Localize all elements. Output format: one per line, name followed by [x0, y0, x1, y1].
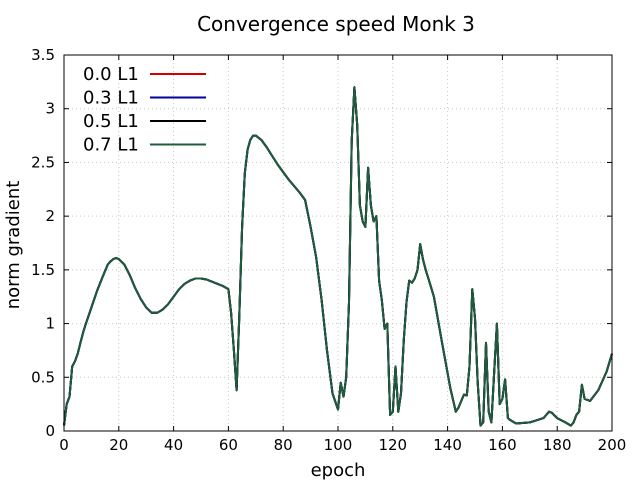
x-tick-label: 60	[219, 436, 238, 454]
legend-label: 0.5 L1	[83, 111, 139, 132]
x-tick-label: 20	[109, 436, 128, 454]
x-tick-label: 100	[324, 436, 353, 454]
legend-label: 0.3 L1	[83, 88, 139, 109]
x-tick-label: 120	[378, 436, 407, 454]
y-tick-label: 3	[45, 100, 55, 118]
plot-lines	[63, 86, 613, 427]
x-tick-label: 200	[598, 436, 627, 454]
x-tick-label: 80	[274, 436, 293, 454]
x-tick-label: 0	[59, 436, 69, 454]
x-tick-label: 140	[433, 436, 462, 454]
y-tick-label: 0.5	[31, 368, 55, 386]
x-tick-label: 160	[488, 436, 517, 454]
series-line-3	[63, 86, 613, 427]
chart-title: Convergence speed Monk 3	[197, 12, 475, 36]
y-tick-label: 1.5	[31, 261, 55, 279]
y-axis-label: norm gradient	[3, 181, 24, 310]
legend: 0.0 L1 0.3 L10.5 L1 0.7 L1	[83, 64, 206, 156]
x-axis-label: epoch	[311, 460, 366, 480]
y-tick-label: 0	[45, 422, 55, 440]
legend-label: 0.0 L1	[83, 64, 139, 85]
y-axis-ticks: 0 0.5 1 1.5 2 2.5 3 3.5	[31, 46, 612, 440]
x-tick-label: 40	[164, 436, 183, 454]
x-tick-label: 180	[543, 436, 572, 454]
legend-label: 0.7 L1	[83, 135, 139, 156]
y-tick-label: 2.5	[31, 153, 55, 171]
grid	[64, 55, 612, 431]
y-tick-label: 2	[45, 207, 55, 225]
y-tick-label: 1	[45, 315, 55, 333]
x-axis-ticks: 0 20 40 60 80 100 120 140 160 180 200	[59, 55, 626, 454]
y-tick-label: 3.5	[31, 46, 55, 64]
